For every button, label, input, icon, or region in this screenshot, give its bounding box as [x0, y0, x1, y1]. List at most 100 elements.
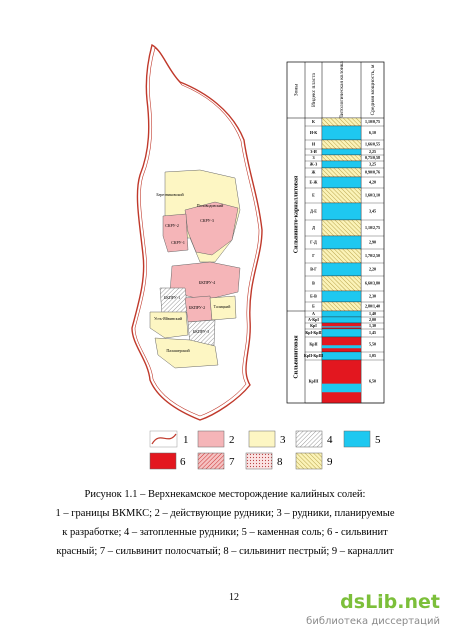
lithology-layer	[321, 310, 362, 318]
layer-index: Б	[312, 303, 315, 308]
layer-index: Ж	[312, 169, 316, 174]
layer-thickness: 0,75/0,58	[365, 155, 380, 160]
mine-flooded	[187, 319, 216, 347]
legend-number: 1	[183, 434, 189, 446]
layer-index: З	[312, 155, 314, 160]
lithology-layer	[321, 219, 362, 237]
mine-label: БКПРУ-1	[164, 295, 180, 300]
lithology-layer	[321, 351, 362, 361]
layer-index: КрI-КрII	[305, 330, 322, 335]
legend-number: 2	[229, 434, 235, 446]
layer-index: Е	[312, 192, 315, 197]
column-header: Литологическая колонка	[339, 61, 345, 119]
caption-title: Рисунок 1.1 – Верхнекамское месторождени…	[85, 489, 366, 500]
layer-index: К	[312, 119, 315, 124]
lithology-layer	[321, 235, 362, 250]
lithology-salt-band	[322, 383, 361, 393]
deposit-boundary	[131, 43, 263, 421]
layer-index: Д	[312, 225, 315, 230]
layer-index: КрII	[309, 341, 318, 346]
layer-thickness: 1,70/2,50	[365, 253, 380, 258]
legend-number: 3	[280, 434, 286, 446]
layer-thickness: 1,66/0,55	[365, 141, 380, 146]
watermark-tagline: библиотека диссертаций	[306, 616, 440, 627]
mine-label: СКРУ-1	[171, 240, 185, 245]
layer-index: З-И	[310, 149, 317, 154]
mine-active	[184, 201, 239, 256]
layer-index: КрIII	[309, 378, 319, 383]
layer-thickness: 0,90/0,76	[365, 169, 380, 174]
lithology-salt-band	[322, 345, 361, 349]
layer-index: В-Г	[310, 266, 317, 271]
lithology-layer	[321, 202, 362, 221]
mine-label: БКПРУ-3	[193, 329, 209, 334]
zone-label: Сильвинитовая	[293, 335, 299, 379]
lithology-layer	[321, 167, 362, 178]
mine-label: СКРУ-3	[200, 218, 214, 223]
legend	[149, 430, 371, 470]
legend-number: 8	[277, 456, 283, 468]
mine-planned	[154, 337, 219, 369]
lithology-layer	[321, 160, 362, 169]
column-header: Средняя мощность, м	[370, 64, 376, 115]
layer-thickness: 1,40	[369, 311, 376, 316]
mine-label: БКПРУ-4	[199, 280, 215, 285]
layer-thickness: 2,30	[369, 293, 376, 298]
lithology-layer	[321, 117, 362, 127]
layer-thickness: 3,45	[369, 208, 376, 213]
lithology-layer	[321, 290, 362, 303]
watermark-site: dsLib.net	[340, 591, 440, 613]
legend-swatch	[248, 430, 276, 448]
lithology-layer	[321, 316, 362, 324]
legend-number: 6	[180, 456, 186, 468]
legend-number: 4	[327, 434, 333, 446]
layer-thickness: 6,10	[369, 130, 376, 135]
layer-thickness: 1,45	[369, 330, 376, 335]
mine-label: СКРУ-2	[165, 223, 179, 228]
layer-index: Г-Д	[310, 239, 317, 244]
legend-number: 5	[375, 434, 381, 446]
legend-number: 7	[229, 456, 235, 468]
mine-label: Палашерский	[166, 348, 190, 353]
lithology-layer	[321, 301, 362, 312]
mine-label: БКПРУ-2	[189, 305, 205, 310]
layer-index: А	[312, 311, 315, 316]
caption-line: к разработке; 4 – затопленные рудники; 5…	[62, 527, 388, 538]
legend-swatch	[197, 452, 225, 470]
mine-planned	[209, 295, 237, 321]
lithology-layer	[321, 148, 362, 156]
legend-swatch	[245, 452, 273, 470]
mine-label: Талицкий	[214, 304, 232, 309]
legend-swatch	[197, 430, 225, 448]
lithology-layer	[321, 176, 362, 189]
lithology-layer	[321, 154, 362, 162]
layer-thickness: 2,20	[369, 266, 376, 271]
legend-swatch	[295, 452, 323, 470]
layer-thickness: 2,00	[369, 317, 376, 322]
layer-thickness: 1,10/0,75	[365, 119, 380, 124]
layer-thickness: 2,80/1,40	[365, 303, 380, 308]
layer-index: КрI	[310, 323, 317, 328]
lithology-layer	[321, 262, 362, 277]
mine-label: Половодовский	[197, 203, 224, 208]
layer-index: Е-Ж	[310, 179, 318, 184]
column-header: Зоны	[293, 84, 299, 96]
lithology-layer	[321, 322, 362, 330]
layer-thickness: 2,25	[369, 149, 376, 154]
layer-index: И	[312, 141, 316, 146]
lithology-salt-band	[322, 326, 361, 328]
caption-line: 1 – границы ВКМКС; 2 – действующие рудни…	[56, 508, 395, 519]
layer-thickness: 6,50	[369, 378, 376, 383]
layer-index: КрII-КрIII	[304, 353, 324, 358]
lithology-layer	[321, 359, 362, 404]
caption-line: красный; 7 – сильвинит полосчатый; 8 – с…	[56, 546, 394, 557]
lithology-column: Зоны Индекс пласта Литологическая колонка С…	[286, 61, 385, 404]
map	[131, 43, 263, 421]
zone-label: Сильвинито-карналлитовая	[293, 175, 299, 253]
legend-swatch	[295, 430, 323, 448]
lithology-layer	[321, 275, 362, 292]
layer-thickness: 1,05	[369, 353, 376, 358]
mine-flooded	[159, 287, 189, 315]
layer-thickness: 6,60/3,80	[365, 280, 380, 285]
